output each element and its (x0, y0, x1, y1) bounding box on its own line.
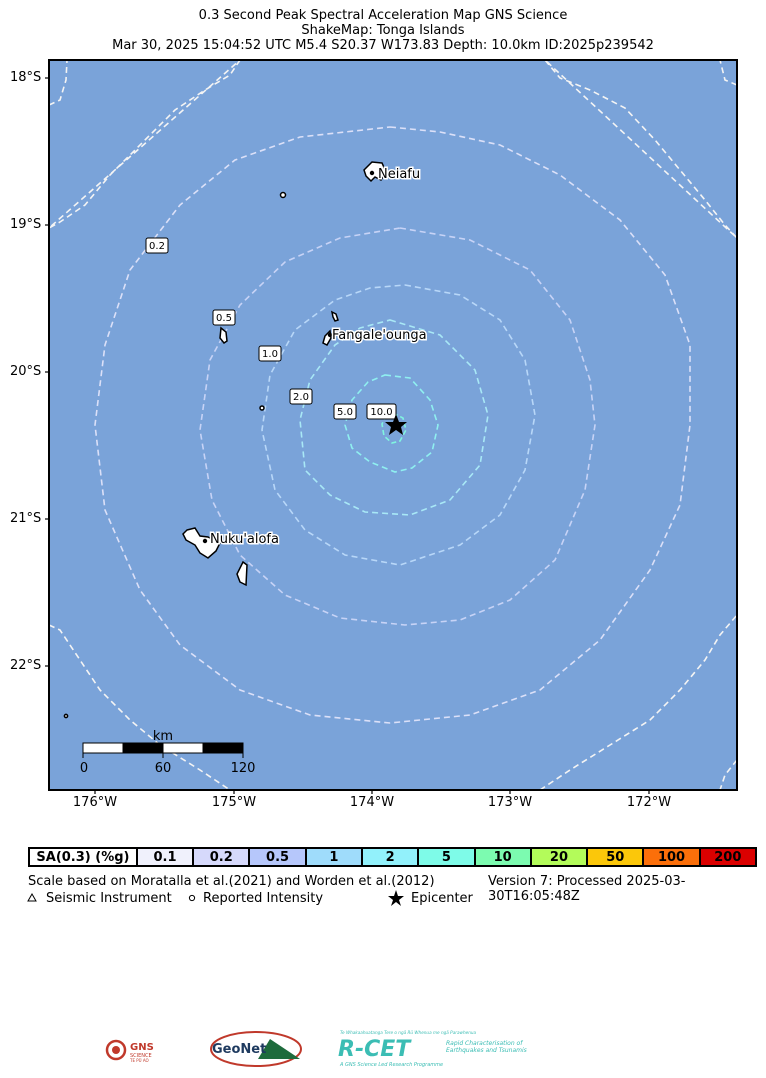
version-note: Version 7: Processed 2025-03-30T16:05:48… (488, 874, 686, 904)
contour-label-1.0: 1.0 (262, 349, 278, 360)
scalebar-tick-0: 0 (80, 761, 88, 776)
legend-cell: 20 (529, 849, 587, 865)
legend-label: SA(0.3) (%g) (30, 849, 136, 865)
contour-0.1-nw (49, 60, 241, 229)
epicenter-label: Epicenter (411, 891, 473, 906)
event-info: Mar 30, 2025 15:04:52 UTC M5.4 S20.37 W1… (112, 38, 654, 53)
contour-0.1-se (539, 614, 737, 790)
island-small-1 (279, 191, 287, 199)
scalebar-tick-120: 120 (231, 761, 256, 776)
contour-0.1-sw (49, 624, 231, 790)
rcet-logo-bottom: A GNS Science Led Research Programme (339, 1062, 443, 1068)
rcet-logo-top: Te Whakaahuatanga Tere o ngā Rū Whenua m… (340, 1030, 477, 1035)
island-vavau (363, 161, 387, 183)
lon-label-174w: 174°W (349, 795, 395, 810)
contour-0.1-nec (719, 60, 737, 86)
rcet-logo-right2: Earthquakes and Tsunamis (446, 1047, 527, 1054)
reported-intensity-label: Reported Intensity (203, 891, 324, 906)
lon-label-173w: 173°W (487, 795, 533, 810)
contour-labels: 0.2 0.5 1.0 2.0 5.0 10.0 (145, 237, 397, 420)
legend-cell: 0.2 (192, 849, 249, 865)
contour-label-2.0: 2.0 (293, 392, 309, 403)
lon-label-175w: 175°W (211, 795, 257, 810)
lon-label-172w: 172°W (626, 795, 672, 810)
rcet-logo-right1: Rapid Characterisation of (446, 1040, 523, 1047)
contour-label-10.0: 10.0 (370, 407, 392, 418)
axis-ticks (45, 77, 650, 794)
scalebar-tick-60: 60 (155, 761, 172, 776)
contour-1.0 (261, 284, 536, 566)
island-small-2 (259, 405, 265, 411)
legend-cell: 0.1 (135, 849, 193, 865)
geonet-logo: GeoNet (208, 1029, 304, 1069)
seismic-instrument-icon (27, 892, 37, 902)
legend-cell: 10 (473, 849, 530, 865)
place-nukualofa: Nuku'alofa (210, 532, 279, 547)
legend-cell: 5 (417, 849, 474, 865)
place-neiafu: Neiafu (378, 167, 420, 182)
contour-0.1-ne (544, 60, 737, 239)
lat-label-22s: 22°S (10, 658, 42, 673)
lat-label-19s: 19°S (10, 217, 42, 232)
contour-0.1-nwc (49, 60, 68, 106)
gns-logo-sub: SCIENCE (130, 1053, 152, 1059)
reported-intensity-icon (188, 894, 196, 902)
place-fangaleounga: Fangale'ounga (332, 328, 427, 343)
island-haapai-1 (330, 310, 339, 322)
gns-logo-sub2: TE PŪ AO (129, 1058, 149, 1063)
map-title: 0.3 Second Peak Spectral Acceleration Ma… (198, 8, 568, 23)
island-small-3 (63, 713, 69, 719)
lat-label-21s: 21°S (10, 511, 42, 526)
seismic-instrument-label: Seismic Instrument (46, 891, 172, 906)
island-west-1 (219, 326, 228, 345)
geonet-logo-text: GeoNet (212, 1042, 266, 1057)
island-eua (236, 560, 248, 587)
place-labels: Neiafu Fangale'ounga Nuku'alofa (202, 166, 428, 549)
contour-label-0.2: 0.2 (149, 241, 165, 252)
intensity-legend: SA(0.3) (%g) 0.1 0.2 0.5 1 2 5 10 20 50 100 200 (28, 847, 757, 867)
epicenter-star (385, 414, 407, 435)
legend-cell: 50 (586, 849, 643, 865)
legend-cell: 200 (698, 849, 755, 865)
lon-label-176w: 176°W (72, 795, 118, 810)
map-subtitle: ShakeMap: Tonga Islands (301, 23, 465, 38)
scalebar-unit: km (153, 729, 173, 744)
legend-cell: 1 (304, 849, 361, 865)
lat-label-18s: 18°S (10, 70, 42, 85)
scalebar: km 0 60 120 (80, 729, 256, 776)
legend-cell: 0.5 (248, 849, 305, 865)
contour-label-5.0: 5.0 (337, 407, 353, 418)
rcet-logo: Te Whakaahuatanga Tere o ngā Rū Whenua m… (338, 1029, 552, 1069)
contour-5.0 (344, 374, 439, 473)
epicenter-legend-star (388, 890, 404, 906)
legend-cell: 100 (642, 849, 699, 865)
islands (63, 161, 387, 719)
rcet-logo-text: R-CET (338, 1037, 412, 1062)
contour-2.0 (299, 319, 489, 516)
gns-logo: GNS SCIENCE TE PŪ AO (104, 1037, 164, 1063)
map-frame (48, 59, 738, 791)
gns-logo-text: GNS (130, 1042, 154, 1053)
lat-label-20s: 20°S (10, 364, 42, 379)
scale-note: Scale based on Moratalla et al.(2021) an… (28, 874, 435, 889)
contour-label-0.5: 0.5 (216, 313, 232, 324)
legend-cell: 2 (360, 849, 418, 865)
island-tongatapu (182, 527, 222, 559)
contour-0.2 (94, 126, 691, 724)
